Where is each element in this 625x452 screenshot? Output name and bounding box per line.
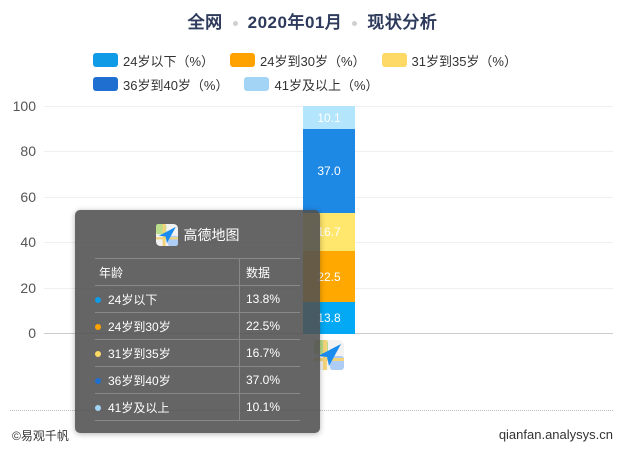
y-tick-label: 0 [28, 325, 36, 341]
copyright-label: ©易观千帆 [12, 429, 69, 443]
series-dot [95, 351, 101, 358]
tooltip-row: 24岁到30岁 22.5% [95, 312, 300, 340]
tooltip-table: 年龄 数据 24岁以下 13.8% 24岁到30岁 22.5% 31岁到35岁 … [95, 258, 300, 421]
segment-value-label: 37.0 [317, 164, 341, 178]
row-value: 13.8% [239, 285, 300, 313]
y-tick-label: 100 [12, 98, 36, 114]
legend-item-31-35[interactable]: 31岁到35岁（%） [381, 51, 517, 70]
tooltip-row: 24岁以下 13.8% [95, 285, 300, 313]
title-separator [352, 21, 358, 27]
row-label: 24岁以下 [108, 292, 158, 307]
tooltip-header-row: 年龄 数据 [95, 258, 300, 286]
row-label: 36岁到40岁 [108, 373, 171, 388]
bar-segment-41-plus[interactable]: 10.1 [303, 106, 355, 129]
title-subject: 现状分析 [367, 13, 438, 32]
row-value: 16.7% [239, 339, 300, 367]
legend-swatch [93, 77, 118, 91]
legend-item-under-24[interactable]: 24岁以下（%） [93, 51, 214, 70]
chart-title: 全网 2020年01月 现状分析 [0, 8, 625, 33]
tooltip-row: 41岁及以上 10.1% [95, 393, 300, 421]
legend-label: 31岁到35岁（%） [411, 53, 517, 69]
title-separator [232, 21, 238, 27]
tooltip-header: 高德地图 [75, 224, 320, 246]
legend-swatch [230, 53, 256, 67]
legend-item-24-30[interactable]: 24岁到30岁（%） [230, 51, 366, 70]
tooltip-app-name: 高德地图 [183, 227, 240, 243]
segment-value-label: 22.5 [317, 269, 341, 284]
gaode-map-icon [155, 224, 178, 246]
row-label: 24岁到30岁 [108, 319, 171, 334]
row-value: 37.0% [239, 366, 300, 394]
bar-segment-36-40[interactable]: 37.0 [303, 129, 355, 213]
y-tick-label: 40 [20, 234, 36, 250]
series-dot [95, 297, 101, 304]
series-dot [95, 378, 101, 385]
source-url-label: qianfan.analysys.cn [498, 427, 613, 442]
segment-value-label: 13.8 [317, 311, 341, 325]
legend-label: 24岁到30岁（%） [260, 53, 366, 69]
col-header-age: 年龄 [95, 258, 240, 286]
row-label: 31岁到35岁 [108, 346, 171, 361]
tooltip-row: 31岁到35岁 16.7% [95, 339, 300, 367]
legend-item-41-plus[interactable]: 41岁及以上（%） [244, 75, 379, 94]
y-tick-label: 20 [20, 280, 36, 296]
y-tick-label: 80 [20, 143, 36, 159]
legend-label: 36岁到40岁（%） [123, 77, 229, 93]
row-label: 41岁及以上 [108, 400, 170, 415]
data-tooltip: 高德地图 年龄 数据 24岁以下 13.8% 24岁到30岁 22.5% 31岁… [75, 210, 320, 433]
col-header-data: 数据 [239, 258, 300, 286]
chart-legend: 24岁以下（%） 24岁到30岁（%） 31岁到35岁（%） 36岁到40岁（%… [93, 48, 543, 96]
row-value: 10.1% [239, 393, 300, 421]
title-scope: 全网 [187, 13, 223, 32]
legend-item-36-40[interactable]: 36岁到40岁（%） [93, 75, 228, 94]
y-tick-label: 60 [20, 189, 36, 205]
segment-value-label: 16.7 [317, 225, 341, 239]
series-dot [95, 324, 101, 331]
segment-value-label: 10.1 [317, 110, 341, 125]
series-dot [95, 405, 101, 412]
row-value: 22.5% [239, 312, 300, 340]
legend-swatch [93, 53, 118, 67]
tooltip-row: 36岁到40岁 37.0% [95, 366, 300, 394]
legend-label: 24岁以下（%） [123, 53, 215, 69]
legend-swatch [244, 77, 270, 91]
legend-swatch [381, 53, 407, 67]
legend-label: 41岁及以上（%） [274, 77, 379, 93]
title-date: 2020年01月 [247, 13, 343, 32]
